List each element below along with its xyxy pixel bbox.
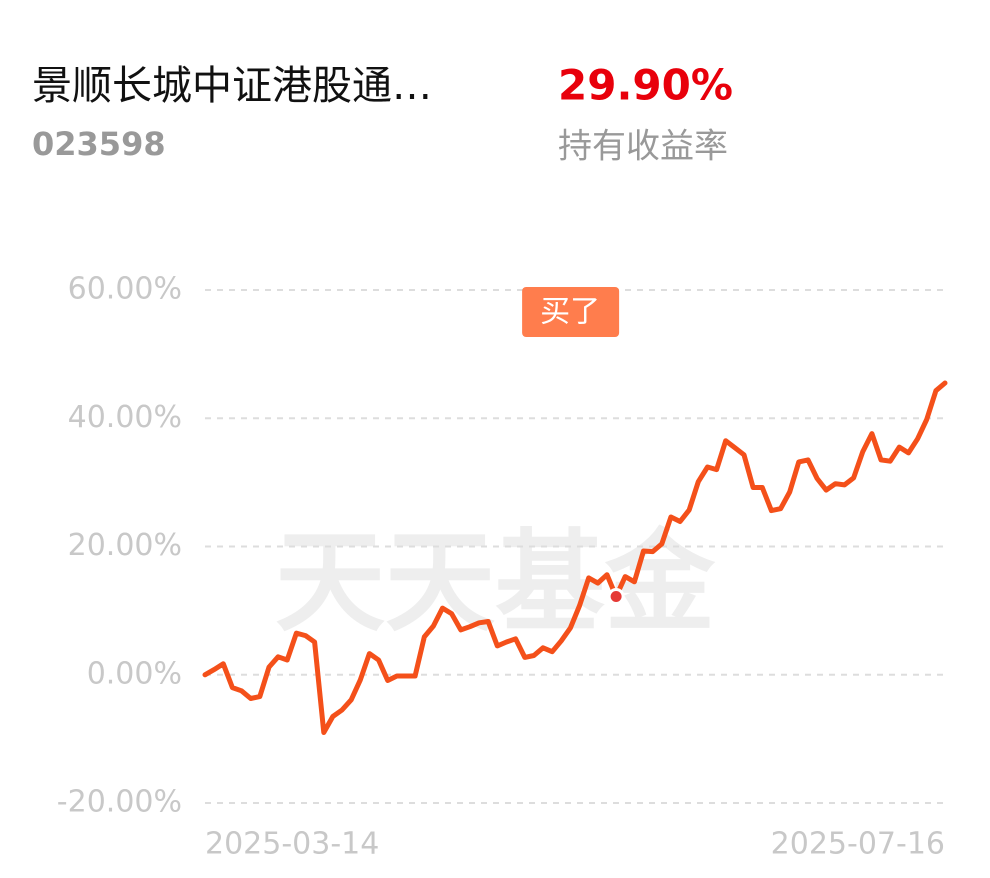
- y-tick-label: 40.00%: [68, 400, 182, 435]
- x-tick-label: 2025-03-14: [205, 827, 379, 862]
- y-tick-label: 0.00%: [87, 656, 182, 691]
- y-tick-label: 60.00%: [68, 272, 182, 307]
- buy-point: [607, 588, 625, 606]
- fund-code: 023598: [32, 125, 166, 163]
- buy-tag-text: 买了: [540, 295, 600, 330]
- x-tick-label: 2025-07-16: [771, 827, 945, 862]
- return-label: 持有收益率: [558, 127, 728, 167]
- y-tick-label: -20.00%: [57, 785, 182, 820]
- fund-title: 景顺长城中证港股通…: [32, 63, 432, 109]
- watermark: 天天基金: [275, 518, 716, 646]
- return-value: 29.90%: [558, 61, 733, 110]
- line: [202, 380, 948, 735]
- buy-tag: [522, 287, 620, 337]
- y-tick-label: 20.00%: [68, 528, 182, 563]
